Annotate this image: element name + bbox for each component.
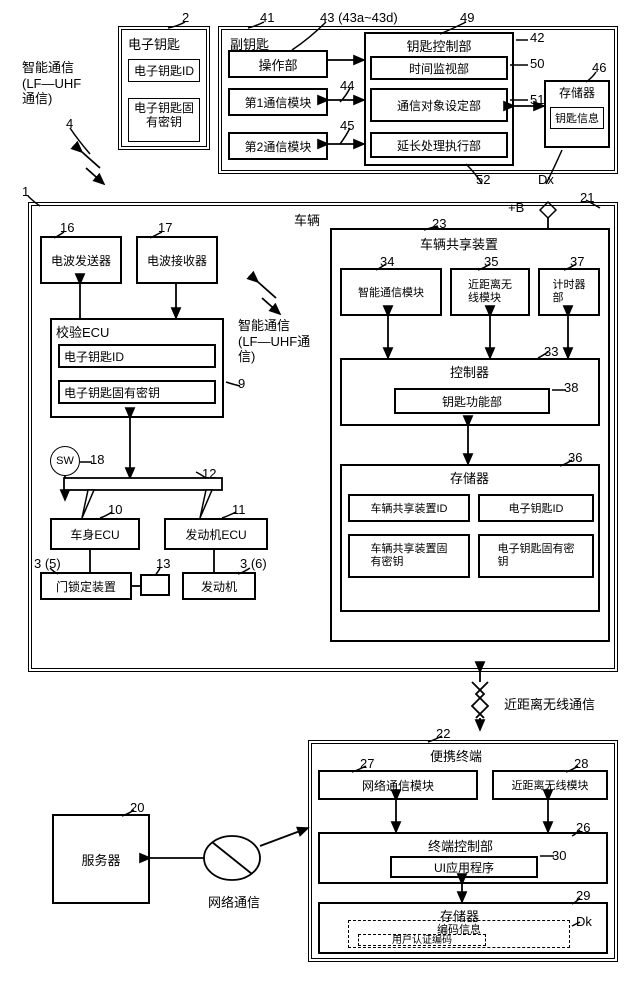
storage-box-46: 存储器 钥匙信息 (544, 80, 610, 148)
portable-title: 便携终端 (430, 746, 482, 765)
net-comm-mod-box: 网络通信模块 (318, 770, 478, 800)
ref-12: 12 (202, 466, 216, 481)
key-ctrl-title: 钥匙控制部 (366, 34, 512, 57)
near-comm-label: 近距离无线通信 (504, 694, 595, 713)
ref-27: 27 (360, 756, 374, 771)
ref-30: 30 (552, 848, 566, 863)
ekey-secret2-cell: 电子钥匙固有密 钥 (478, 534, 594, 578)
ref-42: 42 (530, 30, 544, 45)
user-auth-box: 用户认证编码 (358, 934, 486, 946)
ui-app-box: UI应用程序 (390, 856, 538, 878)
connector-13 (140, 574, 170, 596)
smart-comm-label: 智能通信 (LF—UHF 通信) (22, 60, 81, 107)
term-ctrl-title: 终端控制部 (428, 836, 493, 855)
ref-16: 16 (60, 220, 74, 235)
smart-comm-label-2: 智能通信 (LF—UHF通 信) (238, 318, 310, 365)
ref-17: 17 (158, 220, 172, 235)
verify-ekey-id: 电子钥匙ID (58, 344, 216, 368)
diagram-canvas: 智能通信 (LF—UHF 通信) 电子钥匙 电子钥匙ID 电子钥匙固 有密钥 副… (0, 0, 637, 1000)
veh-share-secret-cell: 车辆共享装置固 有密钥 (348, 534, 470, 578)
key-info-cell: 钥匙信息 (550, 107, 604, 129)
ref-37: 37 (570, 254, 584, 269)
extend-proc-box: 延长处理执行部 (370, 132, 508, 158)
verify-ecu-title: 校验ECU (52, 320, 222, 343)
body-ecu-box: 车身ECU (50, 518, 140, 550)
vehicle-title: 车辆 (294, 210, 320, 229)
timer-box: 计时器 部 (538, 268, 600, 316)
ref-41: 41 (260, 10, 274, 25)
net-comm-label: 网络通信 (208, 892, 260, 911)
ref-38: 38 (564, 380, 578, 395)
ref-26: 26 (576, 820, 590, 835)
engine-box: 发动机 (182, 572, 256, 600)
ref-10: 10 (108, 502, 122, 517)
ref-1: 1 (22, 184, 29, 199)
ref-50: 50 (530, 56, 544, 71)
ekey-id2-cell: 电子钥匙ID (478, 494, 594, 522)
radio-tx-box: 电波发送器 (40, 236, 122, 284)
ref-35: 35 (484, 254, 498, 269)
ref-45: 45 (340, 118, 354, 133)
ref-44: 44 (340, 78, 354, 93)
ref-29: 29 (576, 888, 590, 903)
ref-18: 18 (90, 452, 104, 467)
engine-ecu-box: 发动机ECU (164, 518, 268, 550)
ref-21: 21 (580, 190, 594, 205)
ref-plusB: +B (508, 200, 524, 215)
ekey-box: 电子钥匙 电子钥匙ID 电子钥匙固 有密钥 (118, 26, 210, 150)
ref-9: 9 (238, 376, 245, 391)
ekey-id-cell: 电子钥匙ID (128, 59, 200, 82)
op-part-box: 操作部 (228, 50, 328, 78)
verify-ekey-secret: 电子钥匙固有密钥 (58, 380, 216, 404)
ref-49: 49 (460, 10, 474, 25)
comm-target-box: 通信对象设定部 (370, 88, 508, 122)
ref-34: 34 (380, 254, 394, 269)
ref-51: 51 (530, 92, 544, 107)
near-mod-box-35: 近距离无 线模块 (450, 268, 530, 316)
veh-share-title: 车辆共享装置 (420, 234, 498, 253)
ref-43: 43 (43a~43d) (320, 10, 398, 25)
ref-3-5: 3 (5) (34, 556, 61, 571)
ref-22: 22 (436, 726, 450, 741)
ekey-secret-cell: 电子钥匙固 有密钥 (128, 98, 200, 142)
veh-share-id-cell: 车辆共享装置ID (348, 494, 470, 522)
radio-rx-box: 电波接收器 (136, 236, 218, 284)
comm2-box: 第2通信模块 (228, 132, 328, 160)
ref-2: 2 (182, 10, 189, 25)
near-mod-box-28: 近距离无线模块 (492, 770, 608, 800)
ref-dk: Dk (576, 914, 592, 929)
ref-46: 46 (592, 60, 606, 75)
ref-11: 11 (232, 502, 246, 517)
comm1-box: 第1通信模块 (228, 88, 328, 116)
ref-52: 52 (476, 172, 490, 187)
ekey-title: 电子钥匙 (124, 32, 204, 55)
ref-33: 33 (544, 344, 558, 359)
key-func-box: 钥匙功能部 (394, 388, 550, 414)
sw-circle: SW (50, 446, 80, 476)
door-lock-box: 门锁定装置 (40, 572, 132, 600)
storage-title-46: 存储器 (546, 82, 608, 103)
ref-3-6: 3 (6) (240, 556, 267, 571)
ref-13: 13 (156, 556, 170, 571)
ref-23: 23 (432, 216, 446, 231)
ref-28: 28 (574, 756, 588, 771)
smart-comm-mod-box: 智能通信模块 (340, 268, 442, 316)
server-box: 服务器 (52, 814, 150, 904)
time-monitor-box: 时间监视部 (370, 56, 508, 80)
ref-36: 36 (568, 450, 582, 465)
ref-20: 20 (130, 800, 144, 815)
storage-title-36: 存储器 (450, 468, 489, 487)
ref-dx: Dx (538, 172, 554, 187)
ref-4: 4 (66, 116, 73, 131)
controller-title: 控制器 (450, 362, 489, 381)
